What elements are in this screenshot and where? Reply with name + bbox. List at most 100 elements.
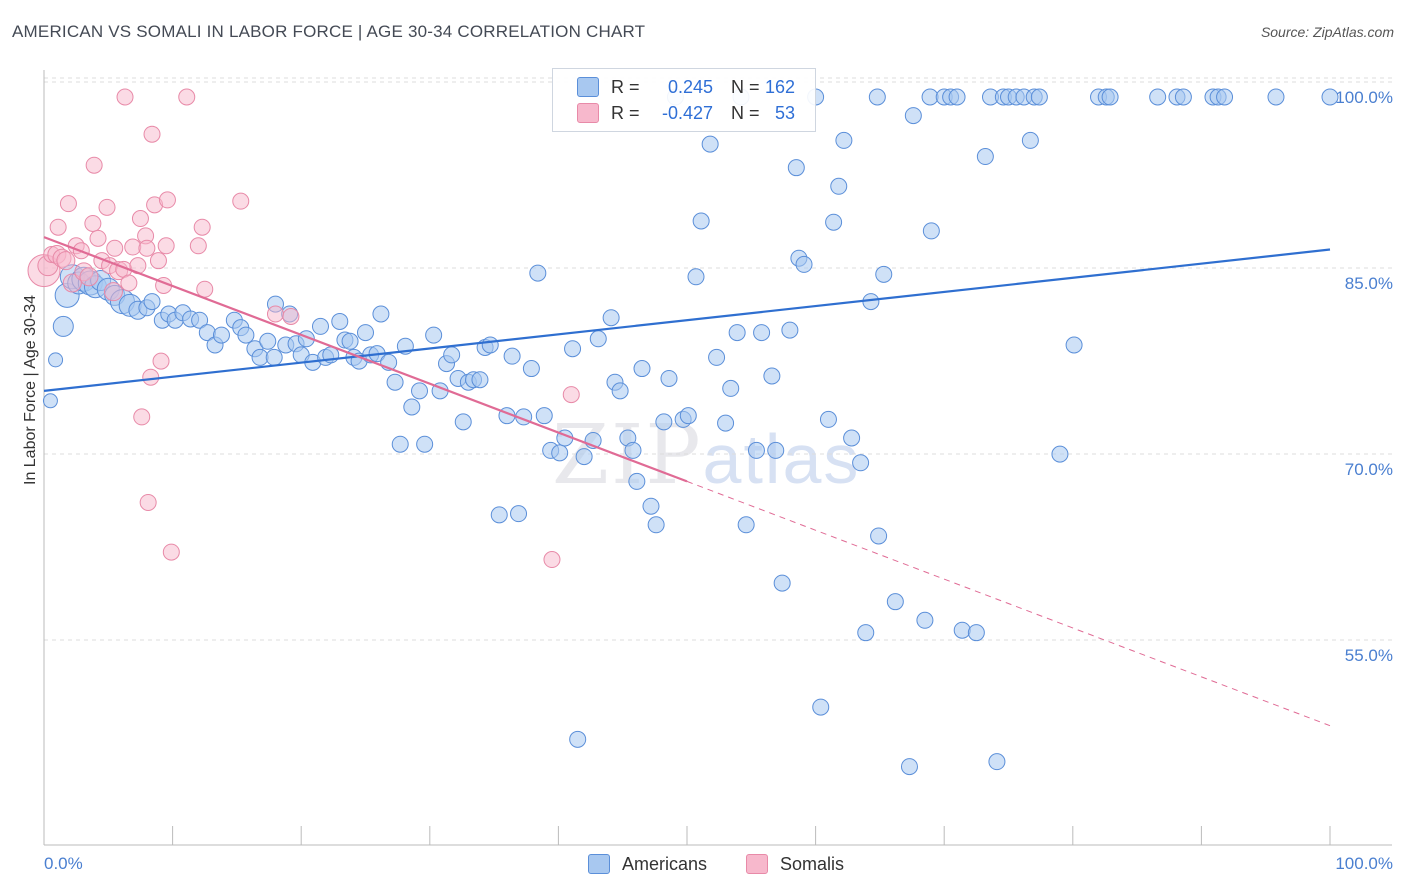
somali-point	[142, 368, 160, 386]
american-point	[48, 352, 64, 368]
american-point	[331, 312, 349, 330]
americans-trend-line	[43, 248, 1331, 392]
american-point	[411, 382, 429, 400]
american-point	[722, 379, 740, 397]
somalis-trend-extension	[686, 480, 1331, 727]
american-point	[843, 429, 861, 447]
american-point	[403, 398, 421, 416]
y-tick-label: 85.0%	[1345, 274, 1393, 293]
somali-point	[178, 88, 196, 106]
somali-point	[56, 251, 76, 271]
y-tick-label: 70.0%	[1345, 460, 1393, 479]
somalis-r-label: R =	[611, 102, 640, 123]
american-point	[660, 369, 678, 387]
somali-point	[157, 237, 175, 255]
american-point	[763, 367, 781, 385]
trend-lines	[43, 236, 1331, 727]
american-point	[1021, 131, 1039, 149]
american-point	[372, 305, 390, 323]
american-point	[628, 472, 646, 490]
american-point	[830, 177, 848, 195]
american-point	[852, 454, 870, 472]
american-point	[564, 340, 582, 358]
american-point	[717, 414, 735, 432]
american-point	[535, 407, 553, 425]
americans-legend-swatch	[588, 854, 610, 874]
american-point	[904, 107, 922, 125]
somalis-swatch	[577, 103, 599, 123]
bottom-legend-americans: Americans	[588, 852, 707, 876]
american-point	[916, 611, 934, 629]
americans-r-value: 0.245	[667, 76, 713, 97]
american-point	[747, 441, 765, 459]
somali-point	[543, 551, 561, 569]
y-tick-label: 55.0%	[1345, 646, 1393, 665]
american-point	[692, 212, 710, 230]
somali-point	[106, 239, 124, 257]
american-point	[1030, 88, 1048, 106]
american-point	[490, 506, 508, 524]
american-point	[386, 373, 404, 391]
somali-point	[98, 198, 116, 216]
american-point	[795, 255, 813, 273]
american-point	[443, 346, 461, 364]
x-tick-label: 0.0%	[44, 854, 83, 873]
somalis-legend-label: Somalis	[780, 853, 845, 874]
americans-r-label: R =	[611, 76, 640, 97]
somalis-r-value: -0.427	[661, 102, 713, 123]
y-tick-label: 100.0%	[1335, 88, 1393, 107]
somali-point	[138, 239, 156, 257]
somali-point	[131, 210, 149, 228]
american-point	[948, 88, 966, 106]
american-point	[341, 332, 359, 350]
american-point	[1267, 88, 1285, 106]
somali-point	[562, 386, 580, 404]
somali-point	[143, 125, 161, 143]
somali-point	[59, 195, 77, 213]
american-point	[642, 497, 660, 515]
american-point	[1149, 88, 1167, 106]
american-point	[551, 444, 569, 462]
american-point	[701, 135, 719, 153]
american-point	[143, 293, 161, 311]
legend-row-somalis: R = -0.427 N = 53	[577, 101, 795, 125]
american-point	[311, 317, 329, 335]
legend-row-americans: R = 0.245 N = 162	[577, 75, 795, 99]
american-point	[767, 441, 785, 459]
somalis-legend-swatch	[746, 854, 768, 874]
american-point	[655, 413, 673, 431]
american-point	[212, 326, 230, 344]
american-point	[522, 360, 540, 378]
somali-point	[196, 280, 214, 298]
american-point	[237, 326, 255, 344]
somali-point	[162, 543, 180, 561]
american-point	[1051, 445, 1069, 463]
somalis-n-value: 53	[774, 102, 795, 123]
somali-point	[79, 267, 99, 287]
american-point	[967, 624, 985, 642]
american-point	[1216, 88, 1234, 106]
american-point	[624, 441, 642, 459]
american-point	[988, 753, 1006, 771]
american-point	[922, 222, 940, 240]
chart-title: AMERICAN VS SOMALI IN LABOR FORCE | AGE …	[12, 22, 646, 41]
somali-point	[266, 305, 284, 323]
american-point	[575, 448, 593, 466]
americans-n-label: N =	[731, 76, 760, 97]
somali-point	[139, 493, 157, 511]
american-point	[425, 326, 443, 344]
american-point	[265, 348, 283, 366]
american-point	[687, 268, 705, 286]
american-point	[870, 527, 888, 545]
american-point	[857, 624, 875, 642]
somali-point	[103, 282, 123, 302]
american-point	[529, 264, 547, 282]
somali-point	[189, 237, 207, 255]
american-point	[921, 88, 939, 106]
somali-point	[193, 218, 211, 236]
american-point	[708, 348, 726, 366]
american-point	[1321, 88, 1339, 106]
american-point	[602, 309, 620, 327]
american-point	[781, 321, 799, 339]
